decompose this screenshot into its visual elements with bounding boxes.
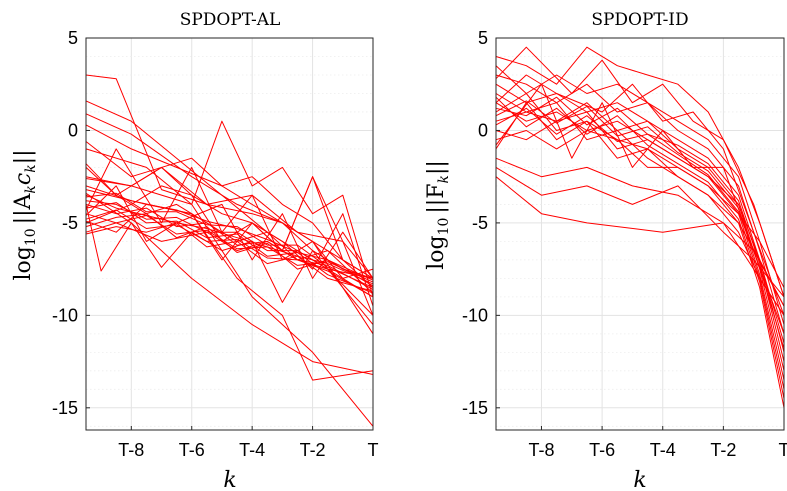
series-line-1	[85, 100, 374, 298]
y-tick-label: -10	[462, 305, 488, 325]
series-line-15	[495, 100, 785, 381]
series-line-18	[495, 46, 785, 298]
x-tick-label: T-4	[239, 440, 265, 460]
x-tick-label: T-6	[179, 440, 205, 460]
series-line-27	[85, 167, 374, 294]
series-group	[85, 74, 374, 427]
y-label-log: log	[11, 246, 36, 280]
series-line-22	[85, 148, 374, 279]
y-tick-label: 5	[478, 28, 488, 48]
series-line-19	[85, 192, 374, 289]
series-group	[495, 46, 785, 408]
x-tick-labels: T-8 T-6 T-4 T-2 T	[528, 426, 787, 460]
y-label-end: ||	[424, 160, 449, 175]
series-line-17	[85, 222, 374, 292]
y-tick-labels: 5 0 -5 -10 -15	[462, 28, 500, 418]
y-label-end: ||	[11, 149, 36, 164]
y-tick-label: 5	[68, 28, 78, 48]
y-label-log: log	[424, 235, 449, 269]
plot-frame	[495, 37, 785, 431]
y-label-norm: ||F	[424, 184, 449, 214]
x-tick-label: T	[368, 440, 379, 460]
x-axis-label: k	[223, 468, 236, 491]
y-tick-labels: 5 0 -5 -10 -15	[52, 28, 90, 418]
x-tick-label: T	[779, 440, 787, 460]
series-line-20	[495, 83, 785, 334]
y-tick-label: 0	[68, 120, 78, 140]
y-tick-label: -15	[52, 398, 78, 418]
series-line-5	[495, 102, 785, 390]
plot-frame	[85, 37, 374, 431]
y-axis-label: log10 ||Fk||	[424, 160, 452, 270]
y-label-norm: ||A	[11, 192, 36, 224]
x-tick-label: T-8	[528, 440, 554, 460]
x-tick-label: T-2	[710, 440, 736, 460]
x-tick-label: T-2	[300, 440, 326, 460]
y-label-sub-k: k	[436, 175, 452, 183]
chart-spdopt-al: SPDOPT-AL 5 0 -5 -10 -15 T-8 T-6 T-4 T-2 T k log…	[11, 10, 379, 491]
x-tick-label: T-8	[118, 440, 144, 460]
series-line-15	[85, 209, 374, 298]
y-label-sub: 10	[436, 218, 452, 236]
series-line-5	[85, 120, 374, 298]
series-line-26	[85, 222, 374, 316]
chart-title: SPDOPT-AL	[180, 10, 281, 30]
y-tick-label: -5	[62, 213, 78, 233]
y-axis-label: log10||Akck||	[11, 149, 39, 280]
series-line-16	[495, 96, 785, 399]
series-line-0	[85, 74, 374, 288]
y-label-sub-k: k	[23, 185, 39, 193]
series-line-19	[495, 74, 785, 316]
y-tick-label: -5	[472, 213, 488, 233]
series-line-6	[495, 93, 785, 408]
series-line-0	[495, 46, 785, 298]
series-line-13	[495, 176, 785, 316]
chart-title: SPDOPT-ID	[591, 10, 688, 30]
y-tick-label: -15	[462, 398, 488, 418]
series-line-23	[85, 185, 374, 279]
y-tick-label: -10	[52, 305, 78, 325]
x-tick-labels: T-8 T-6 T-4 T-2 T	[118, 426, 379, 460]
x-tick-label: T-6	[589, 440, 615, 460]
y-label-sub-k2: k	[23, 164, 39, 172]
y-label-c: c	[11, 173, 36, 185]
y-tick-label: 0	[478, 120, 488, 140]
series-line-20	[85, 204, 374, 303]
y-label-sub: 10	[23, 228, 39, 246]
series-line-17	[495, 107, 785, 349]
grid	[86, 37, 374, 430]
x-axis-label: k	[633, 468, 646, 491]
series-line-12	[495, 166, 785, 298]
grid	[496, 37, 785, 430]
x-tick-label: T-4	[650, 440, 676, 460]
series-line-11	[495, 157, 785, 307]
series-line-25	[85, 166, 374, 279]
chart-spdopt-id: SPDOPT-ID 5 0 -5 -10 -15 T-8 T-6 T-4 T-2 T k log…	[424, 10, 787, 491]
series-line-12	[85, 203, 374, 290]
series-line-7	[495, 102, 785, 316]
